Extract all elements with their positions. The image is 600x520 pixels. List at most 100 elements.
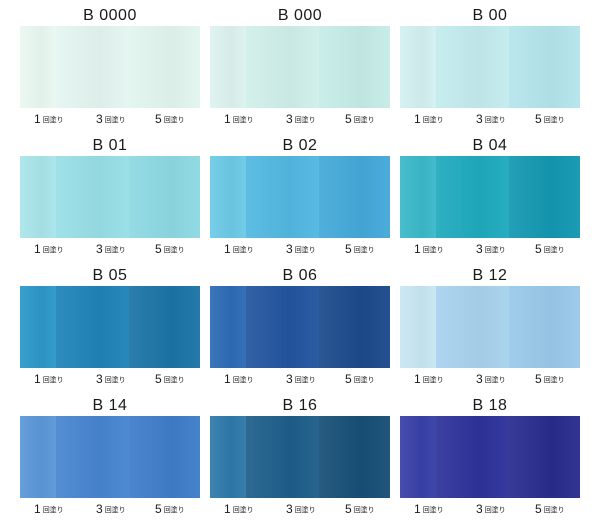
coat-count: 5 — [535, 242, 542, 256]
coat-band-1 — [20, 26, 56, 108]
coat-unit: 回塗り — [484, 117, 506, 124]
coat-count: 1 — [224, 242, 231, 256]
coat-band-1 — [210, 286, 246, 368]
coat-label: 1 回塗り — [414, 110, 444, 126]
coat-labels: 1 回塗り 3 回塗り 5 回塗り — [210, 240, 390, 256]
coat-unit: 回塗り — [422, 507, 444, 514]
coat-count: 5 — [345, 372, 352, 386]
coat-count: 3 — [96, 242, 103, 256]
coat-band-5 — [509, 26, 580, 108]
coat-unit: 回塗り — [543, 247, 565, 254]
coat-count: 5 — [155, 242, 162, 256]
coat-count: 1 — [414, 112, 421, 126]
coat-count: 3 — [96, 112, 103, 126]
coat-band-1 — [400, 26, 436, 108]
coat-label: 1 回塗り — [224, 370, 254, 386]
color-swatch — [400, 286, 580, 368]
coat-band-1 — [20, 286, 56, 368]
coat-unit: 回塗り — [42, 247, 64, 254]
coat-label: 3 回塗り — [476, 240, 506, 256]
coat-label: 5 回塗り — [155, 110, 185, 126]
color-swatch — [210, 156, 390, 238]
coat-label: 1 回塗り — [34, 370, 64, 386]
coat-labels: 1 回塗り 3 回塗り 5 回塗り — [210, 500, 390, 516]
coat-band-5 — [319, 156, 390, 238]
coat-unit: 回塗り — [104, 377, 126, 384]
coat-unit: 回塗り — [104, 117, 126, 124]
coat-label: 5 回塗り — [345, 240, 375, 256]
coat-count: 3 — [286, 112, 293, 126]
coat-count: 3 — [476, 242, 483, 256]
coat-label: 5 回塗り — [535, 370, 565, 386]
coat-band-5 — [129, 156, 200, 238]
coat-count: 3 — [286, 502, 293, 516]
coat-label: 5 回塗り — [155, 370, 185, 386]
coat-label: 5 回塗り — [155, 240, 185, 256]
coat-count: 3 — [286, 372, 293, 386]
coat-label: 3 回塗り — [96, 110, 126, 126]
coat-label: 1 回塗り — [34, 110, 64, 126]
coat-band-5 — [319, 286, 390, 368]
coat-label: 3 回塗り — [476, 370, 506, 386]
coat-count: 1 — [224, 372, 231, 386]
coat-band-5 — [129, 26, 200, 108]
color-swatch — [20, 156, 200, 238]
color-swatch — [210, 286, 390, 368]
coat-count: 5 — [345, 502, 352, 516]
coat-label: 3 回塗り — [96, 500, 126, 516]
coat-unit: 回塗り — [232, 507, 254, 514]
coat-label: 5 回塗り — [535, 240, 565, 256]
coat-band-3 — [436, 286, 509, 368]
coat-label: 5 回塗り — [345, 500, 375, 516]
coat-label: 1 回塗り — [34, 240, 64, 256]
swatch-code: B 04 — [472, 137, 508, 154]
coat-band-5 — [129, 286, 200, 368]
coat-band-3 — [56, 156, 129, 238]
coat-unit: 回塗り — [232, 247, 254, 254]
coat-label: 3 回塗り — [286, 240, 316, 256]
swatch-code: B 00 — [472, 7, 508, 24]
coat-count: 1 — [414, 502, 421, 516]
swatch-code: B 12 — [472, 267, 508, 284]
coat-count: 1 — [34, 112, 41, 126]
coat-count: 3 — [476, 372, 483, 386]
coat-count: 1 — [414, 372, 421, 386]
coat-unit: 回塗り — [294, 247, 316, 254]
coat-labels: 1 回塗り 3 回塗り 5 回塗り — [400, 370, 580, 386]
coat-unit: 回塗り — [422, 117, 444, 124]
color-swatch — [210, 416, 390, 498]
swatch-code: B 14 — [92, 397, 128, 414]
coat-band-5 — [129, 416, 200, 498]
coat-labels: 1 回塗り 3 回塗り 5 回塗り — [20, 240, 200, 256]
coat-unit: 回塗り — [104, 247, 126, 254]
color-swatch — [20, 416, 200, 498]
coat-band-5 — [509, 286, 580, 368]
coat-labels: 1 回塗り 3 回塗り 5 回塗り — [400, 240, 580, 256]
swatch-code: B 02 — [282, 137, 318, 154]
coat-unit: 回塗り — [353, 117, 375, 124]
coat-count: 1 — [414, 242, 421, 256]
coat-label: 3 回塗り — [286, 110, 316, 126]
coat-unit: 回塗り — [353, 247, 375, 254]
coat-count: 1 — [34, 502, 41, 516]
coat-count: 5 — [535, 502, 542, 516]
coat-label: 5 回塗り — [535, 500, 565, 516]
coat-band-1 — [400, 416, 436, 498]
coat-band-3 — [436, 156, 509, 238]
coat-unit: 回塗り — [294, 507, 316, 514]
coat-unit: 回塗り — [353, 507, 375, 514]
coat-label: 5 回塗り — [345, 370, 375, 386]
coat-count: 3 — [96, 502, 103, 516]
coat-band-3 — [246, 286, 319, 368]
coat-label: 3 回塗り — [476, 500, 506, 516]
coat-unit: 回塗り — [42, 507, 64, 514]
coat-band-3 — [436, 416, 509, 498]
swatch-code: B 18 — [472, 397, 508, 414]
coat-count: 3 — [476, 112, 483, 126]
coat-count: 5 — [345, 112, 352, 126]
coat-label: 1 回塗り — [414, 370, 444, 386]
coat-band-1 — [400, 286, 436, 368]
coat-unit: 回塗り — [232, 117, 254, 124]
coat-unit: 回塗り — [42, 117, 64, 124]
